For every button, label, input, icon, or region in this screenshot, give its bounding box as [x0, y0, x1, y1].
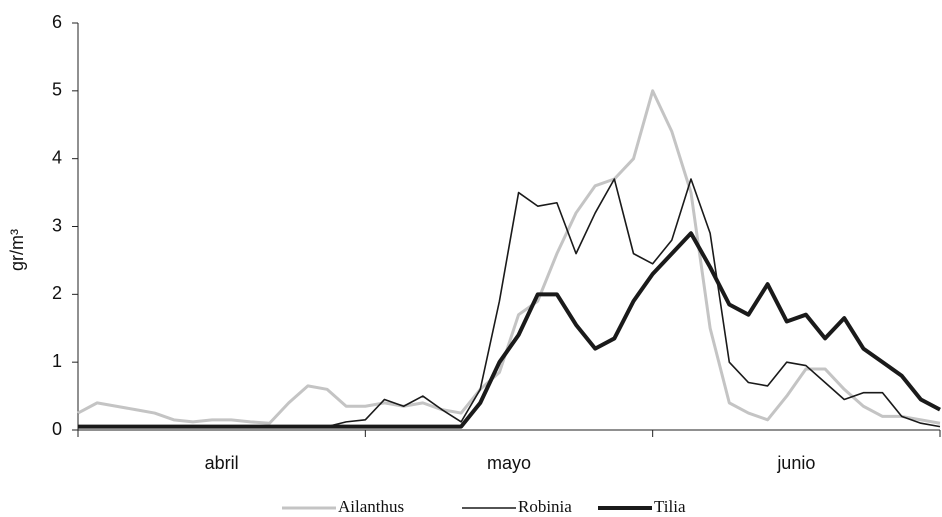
x-tick-label: mayo — [487, 453, 531, 473]
y-tick-label: 5 — [52, 80, 62, 100]
y-axis-label: gr/m³ — [7, 229, 27, 271]
series-line — [77, 89, 941, 425]
x-tick-label: junio — [776, 453, 815, 473]
y-tick-label: 1 — [52, 351, 62, 371]
y-tick-label: 0 — [52, 419, 62, 439]
y-tick-label: 6 — [52, 12, 62, 32]
y-tick-label: 4 — [52, 147, 62, 167]
y-tick-label: 2 — [52, 283, 62, 303]
series-line — [78, 178, 941, 428]
series-line — [78, 231, 941, 429]
x-tick-label: abril — [205, 453, 239, 473]
legend-label: Tilia — [654, 497, 686, 516]
legend-label: Ailanthus — [338, 497, 404, 516]
y-tick-label: 3 — [52, 215, 62, 235]
legend-label: Robinia — [518, 497, 572, 516]
